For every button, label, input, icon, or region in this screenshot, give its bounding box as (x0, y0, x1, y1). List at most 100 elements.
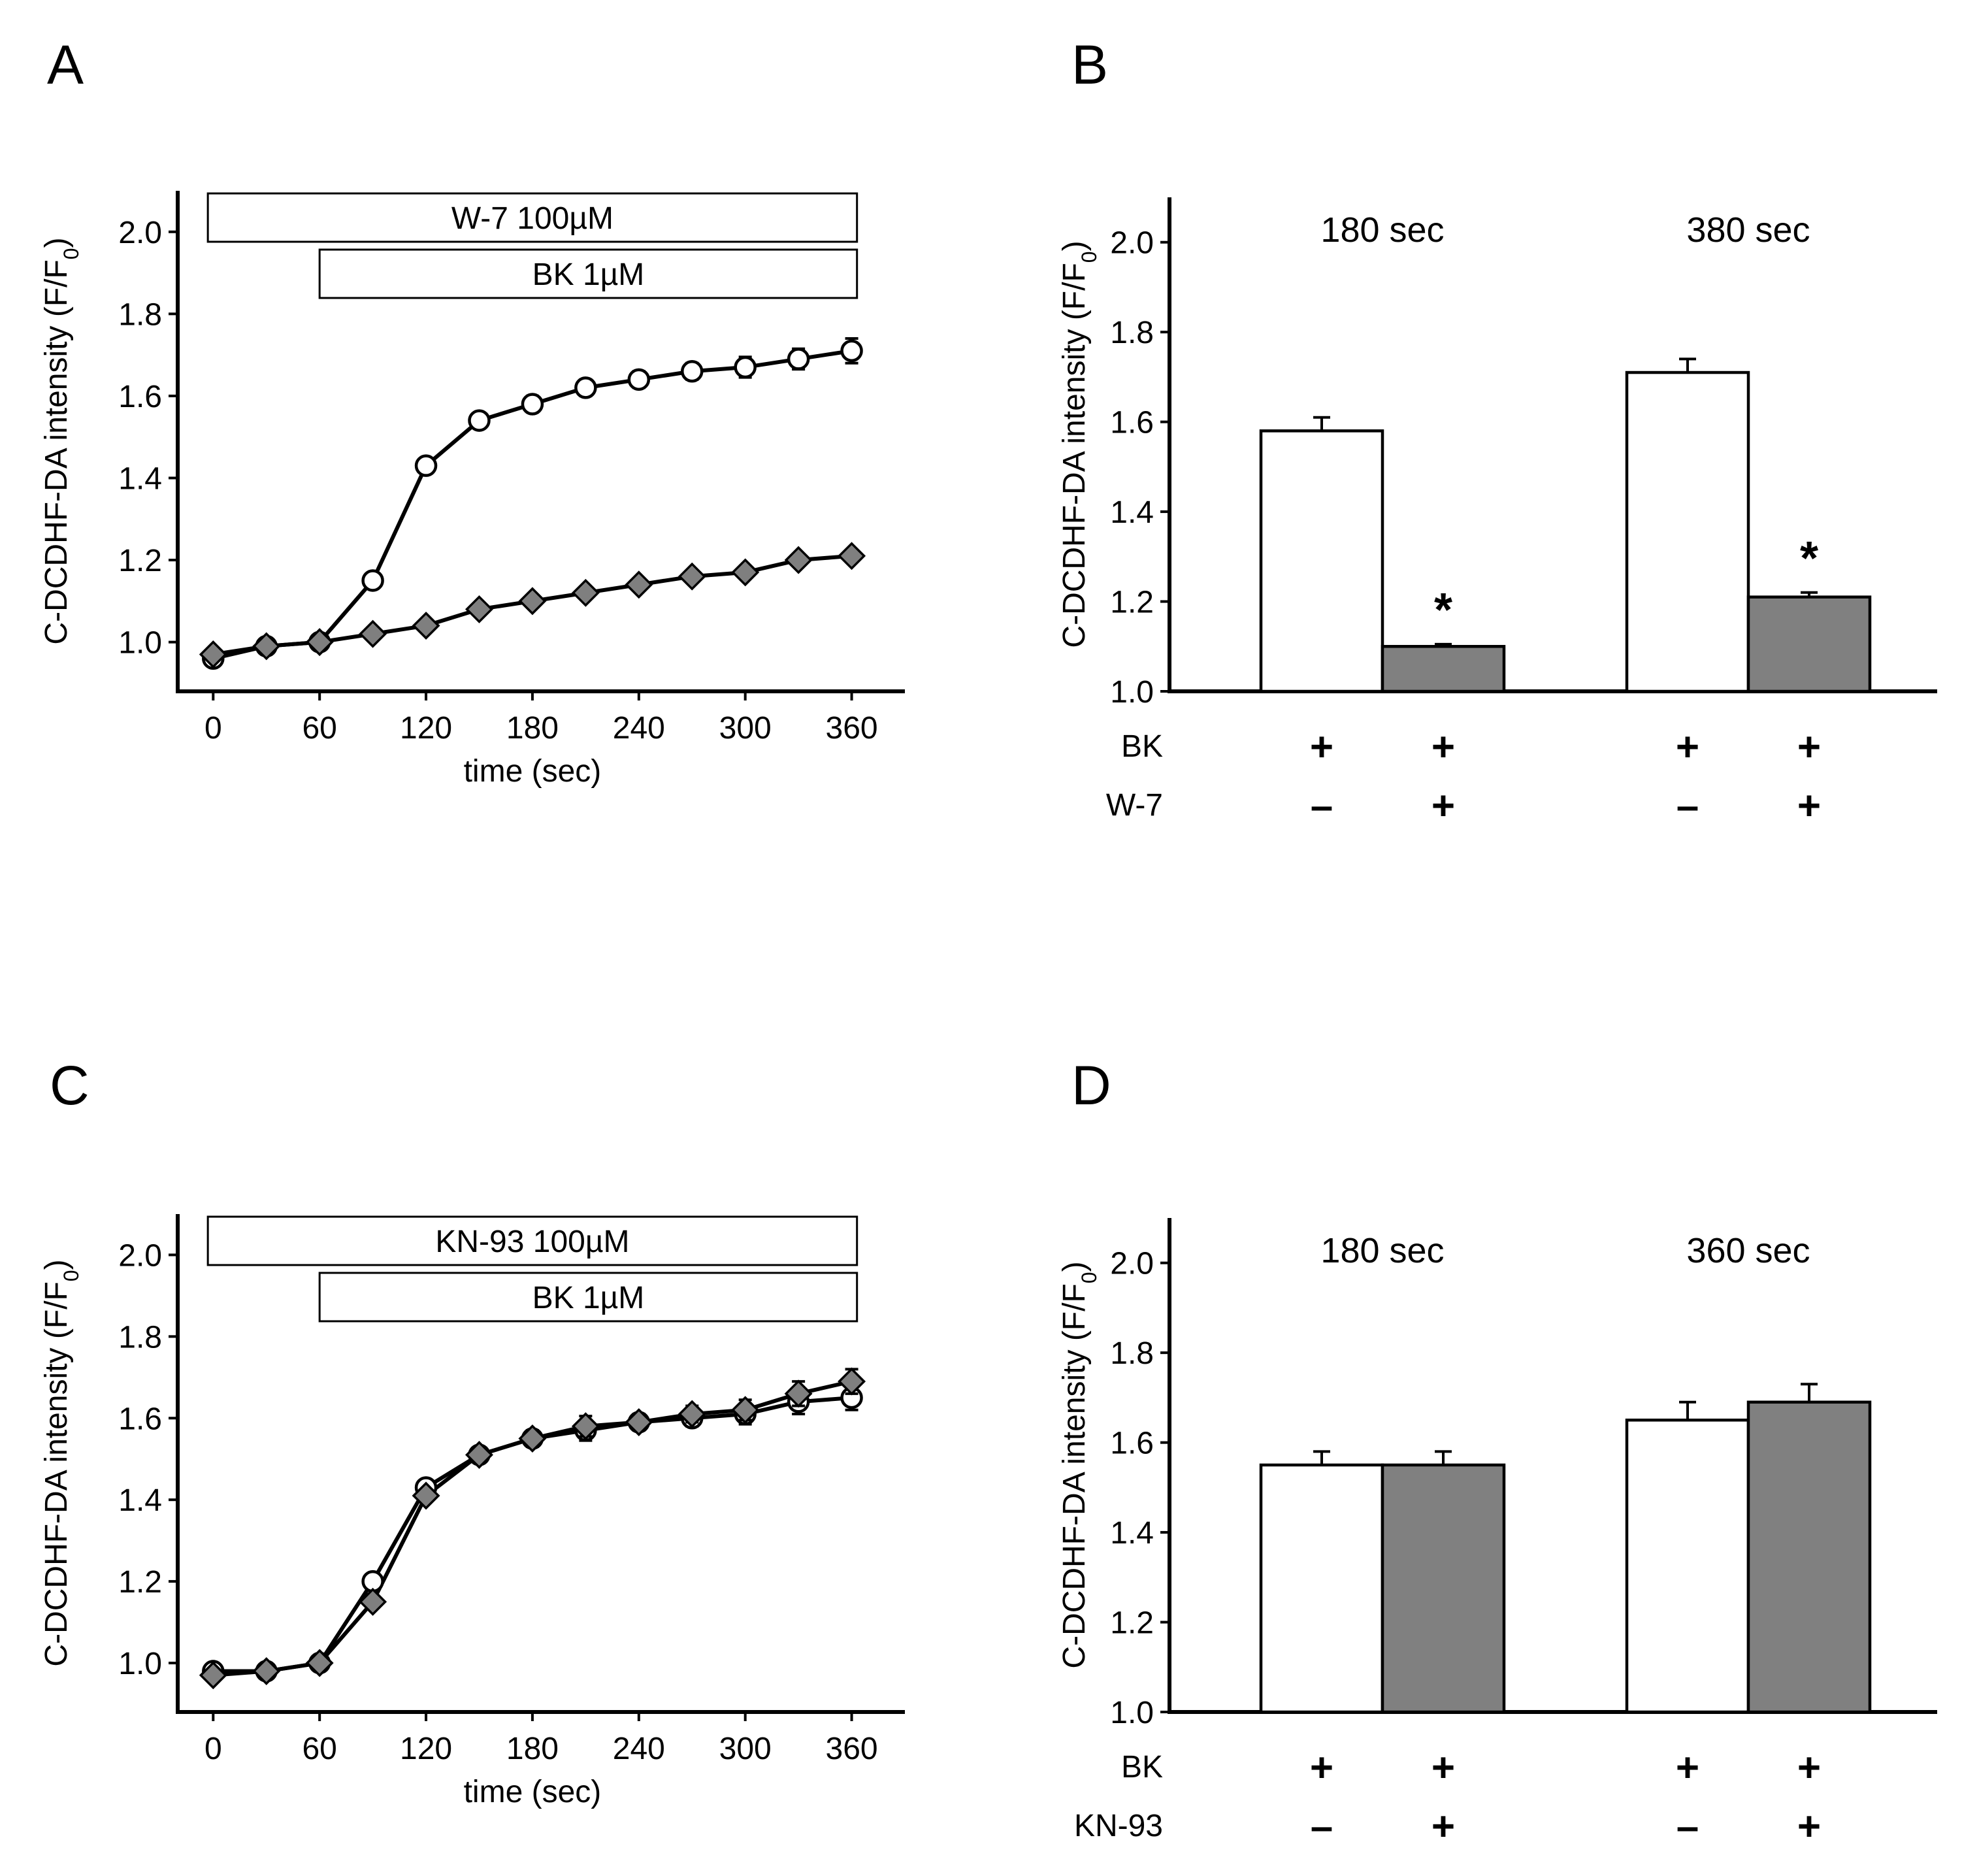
data-point-control (468, 409, 491, 432)
data-point-control (680, 360, 704, 383)
panel-letter-B: B (1071, 34, 1108, 95)
x-tick-label: 360 (826, 1732, 878, 1766)
y-tick-label: 1.4 (118, 462, 162, 497)
condition-sign: + (1431, 1804, 1455, 1849)
data-point-KN-93 (412, 1481, 440, 1510)
treatment-label: KN-93 100µM (435, 1225, 629, 1259)
y-tick-label: 1.0 (1110, 1696, 1154, 1730)
data-point-control (361, 569, 384, 592)
condition-sign: + (1676, 1745, 1699, 1790)
bar (1259, 429, 1384, 693)
panel-C: C 1.0 1.2 1.4 1.6 1.8 2.0 0 60 120 180 240 300 360 tim… (39, 1055, 905, 1809)
data-point-W-7 (305, 628, 334, 657)
data-point-W-7 (465, 595, 493, 623)
y-tick-label: 1.6 (1110, 1426, 1154, 1461)
data-point-KN-93 (678, 1400, 706, 1428)
condition-sign: + (1431, 725, 1455, 770)
data-point-control (734, 355, 757, 379)
data-point-W-7 (784, 546, 813, 574)
data-point-W-7 (518, 587, 547, 616)
data-point-control (414, 454, 438, 477)
condition-label: KN-93 (1074, 1809, 1163, 1843)
condition-sign: – (1311, 1804, 1333, 1849)
x-tick-label: 300 (719, 1732, 772, 1766)
y-axis-label: C-DCDHF-DA intensity (F/F0) (39, 237, 83, 644)
data-point-control (840, 339, 863, 363)
y-axis-label: C-DCDHF-DA intensity (F/F0) (1057, 240, 1101, 648)
group-label: 180 sec (1320, 210, 1444, 250)
x-tick-label: 60 (302, 711, 336, 746)
bar (1259, 1463, 1384, 1714)
data-point-W-7 (199, 640, 227, 668)
treatment-label: BK 1µM (532, 1281, 645, 1315)
y-tick-label: 1.2 (118, 1565, 162, 1600)
y-tick-label: 2.0 (118, 1238, 162, 1273)
treatment-label: W-7 100µM (451, 201, 613, 236)
y-tick-label: 2.0 (1110, 226, 1154, 261)
data-point-KN-93 (252, 1657, 281, 1686)
condition-sign: – (1311, 783, 1333, 829)
data-point-KN-93 (625, 1408, 653, 1437)
panel-D: D 1.0 1.2 1.4 1.6 1.8 2.0 C-DCDHF-DA intensity … (1057, 1055, 1937, 1849)
condition-sign: + (1310, 1745, 1333, 1790)
data-point-W-7 (731, 558, 760, 587)
condition-sign: + (1310, 725, 1333, 770)
y-tick-label: 1.2 (1110, 1606, 1154, 1641)
data-point-control (627, 368, 651, 391)
condition-sign: + (1797, 725, 1821, 770)
x-tick-label: 120 (400, 1732, 452, 1766)
panel-letter-C: C (50, 1055, 90, 1116)
condition-label: BK (1121, 729, 1163, 764)
condition-sign: + (1797, 1804, 1821, 1849)
y-tick-label: 1.4 (1110, 1516, 1154, 1551)
condition-sign: – (1676, 783, 1699, 829)
condition-sign: + (1676, 725, 1699, 770)
bar (1381, 1463, 1506, 1714)
condition-sign: + (1431, 1745, 1455, 1790)
x-tick-label: 180 (506, 711, 559, 746)
y-tick-label: 1.8 (1110, 1336, 1154, 1371)
y-tick-label: 1.2 (1110, 585, 1154, 620)
x-tick-label: 0 (204, 711, 222, 746)
y-tick-label: 1.8 (1110, 316, 1154, 350)
y-tick-label: 1.8 (118, 1320, 162, 1355)
condition-label: BK (1121, 1750, 1163, 1785)
bar (1625, 1419, 1750, 1714)
data-point-W-7 (571, 578, 600, 607)
condition-sign: – (1676, 1804, 1699, 1849)
condition-label: W-7 (1106, 788, 1163, 823)
x-tick-label: 60 (302, 1732, 336, 1766)
treatment-label: BK 1µM (532, 257, 645, 292)
y-tick-label: 1.4 (118, 1483, 162, 1518)
y-axis-label: C-DCDHF-DA intensity (F/F0) (1057, 1261, 1101, 1668)
data-point-W-7 (838, 542, 866, 570)
y-tick-label: 1.2 (118, 544, 162, 578)
data-point-KN-93 (838, 1367, 866, 1396)
data-point-KN-93 (465, 1441, 493, 1469)
treatment-bar (318, 1272, 858, 1323)
data-point-W-7 (625, 570, 653, 599)
data-point-control (787, 348, 810, 370)
data-point-W-7 (678, 562, 706, 591)
treatment-bar (206, 192, 858, 243)
data-point-KN-93 (359, 1587, 387, 1616)
y-tick-label: 2.0 (1110, 1247, 1154, 1281)
panel-letter-D: D (1071, 1055, 1111, 1116)
x-tick-label: 240 (613, 711, 665, 746)
y-tick-label: 1.4 (1110, 495, 1154, 530)
bar (1625, 370, 1750, 693)
x-tick-label: 120 (400, 711, 452, 746)
data-point-W-7 (359, 619, 387, 648)
data-point-control (574, 376, 597, 399)
y-axis-label: C-DCDHF-DA intensity (F/F0) (39, 1259, 83, 1666)
panel-A: A 1.0 1.2 1.4 1.6 1.8 2.0 0 60 120 180 240 300 360 tim… (39, 34, 905, 789)
bar (1381, 645, 1506, 693)
panel-B: B 1.0 1.2 1.4 1.6 1.8 2.0 C-DCDHF-DA intensity … (1057, 34, 1937, 829)
data-point-KN-93 (518, 1424, 547, 1453)
y-tick-label: 1.6 (1110, 406, 1154, 440)
treatment-bar (318, 248, 858, 299)
data-point-KN-93 (571, 1412, 600, 1441)
x-tick-label: 300 (719, 711, 772, 746)
significance-star: * (1434, 584, 1452, 636)
